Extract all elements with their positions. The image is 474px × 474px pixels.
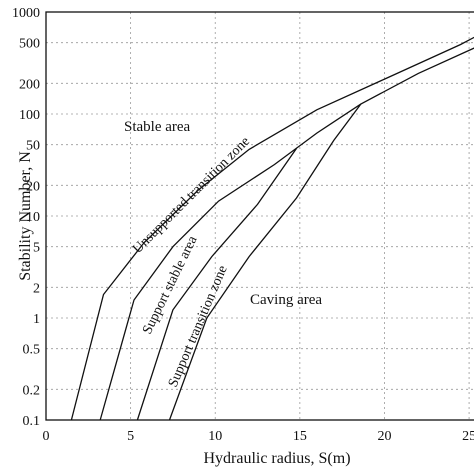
y-tick-label: 0.1 [23, 414, 41, 429]
y-tick-label: 50 [26, 139, 40, 154]
boundary-curve-3 [136, 148, 298, 421]
y-tick-label: 0.2 [23, 383, 41, 398]
x-tick-label: 15 [293, 429, 307, 444]
x-tick-label: 25 [462, 429, 474, 444]
y-tick-label: 100 [19, 108, 40, 123]
x-tick-label: 0 [43, 429, 50, 444]
y-tick-label: 10 [26, 210, 40, 225]
boundary-curve-4 [168, 103, 362, 421]
grid-lines [46, 12, 474, 420]
y-tick-label: 200 [19, 77, 40, 92]
y-axis-label: Stability Number, N [17, 151, 34, 281]
y-tick-label: 20 [26, 179, 40, 194]
y-tick-labels: 0.1 0.2 0.5 1 2 5 10 20 50 100 200 500 1000 [12, 6, 40, 429]
caving-area-label: Caving area [250, 292, 322, 308]
boundary-curve-1 [70, 36, 474, 421]
y-tick-label: 5 [33, 241, 40, 256]
plot-frame [45, 11, 474, 421]
boundary-curve-2 [99, 47, 474, 421]
x-tick-label: 10 [208, 429, 222, 444]
x-tick-labels: 0 5 10 15 20 25 [43, 429, 474, 444]
y-tick-label: 500 [19, 37, 40, 52]
x-tick-label: 5 [127, 429, 134, 444]
boundary-curves [70, 36, 474, 421]
stable-area-label: Stable area [124, 119, 191, 135]
y-tick-label: 2 [33, 281, 40, 296]
y-tick-label: 1 [33, 312, 40, 327]
x-axis-label: Hydraulic radius, S(m) [203, 450, 350, 467]
y-tick-label: 1000 [12, 6, 40, 21]
x-tick-label: 20 [377, 429, 391, 444]
y-tick-label: 0.5 [23, 343, 41, 358]
